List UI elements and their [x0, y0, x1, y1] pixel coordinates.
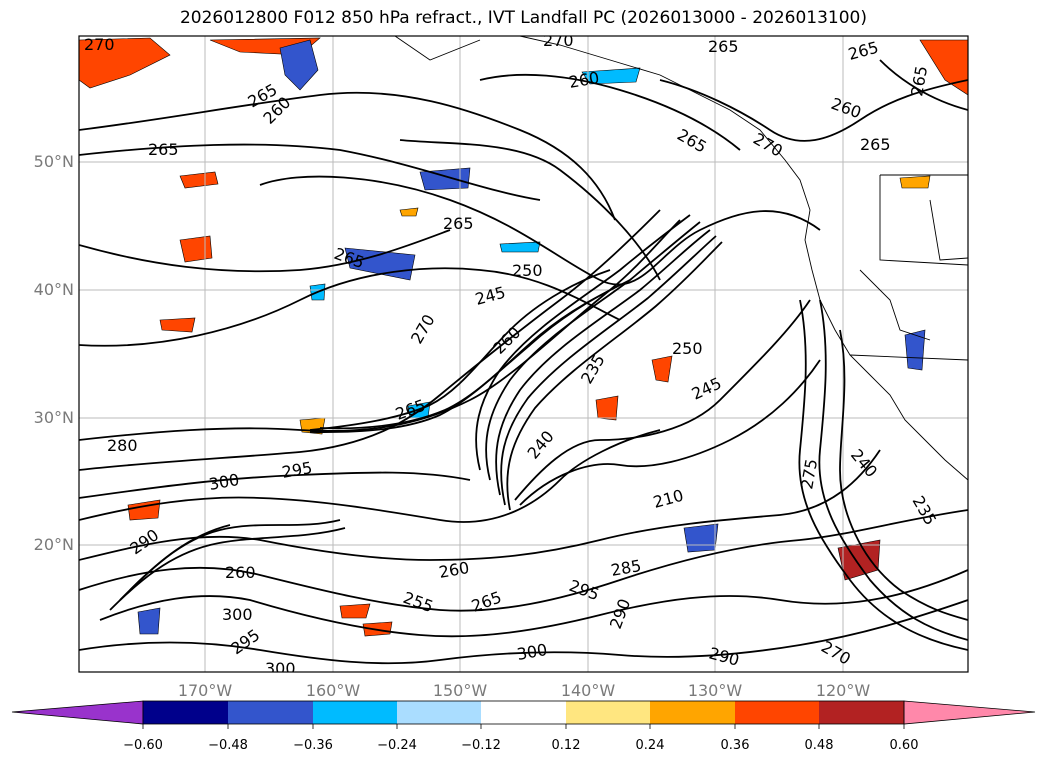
contour-label: 280 [107, 436, 138, 455]
anomaly-patch [683, 523, 719, 553]
lat-label: 30°N [33, 408, 74, 427]
contour-label: 270 [84, 35, 115, 54]
contour-label: 270 [543, 31, 574, 50]
colorbar-frame [142, 700, 905, 725]
colorbar-tick-label: 0.60 [889, 738, 919, 753]
map-title: 2026012800 F012 850 hPa refract., IVT La… [179, 8, 867, 28]
anomaly-patch [899, 175, 931, 189]
contour-label: 300 [265, 659, 296, 678]
positive-anomaly-patches [79, 37, 968, 637]
contour-label: 265 [148, 140, 179, 159]
colorbar-tick-label: −0.48 [208, 738, 248, 753]
anomaly-patch [499, 241, 541, 253]
colorbar-segment [735, 701, 819, 724]
coastlines [394, 36, 968, 481]
anomaly-patch [399, 207, 419, 217]
colorbar-segment [313, 701, 397, 724]
lat-label: 50°N [33, 152, 74, 171]
anomaly-patch [595, 395, 619, 421]
contour-label: 300 [222, 605, 253, 624]
anomaly-patch [919, 39, 968, 96]
anomaly-patch [79, 37, 171, 89]
colorbar-segment [397, 701, 481, 724]
colorbar-max-extension [903, 700, 1036, 725]
colorbar-segment [143, 701, 228, 724]
anomaly-patch [179, 235, 213, 263]
anomaly-patch [279, 39, 319, 91]
contour-label: 265 [708, 37, 739, 56]
refractivity-contours [79, 59, 968, 665]
lon-label: 160°W [305, 681, 361, 700]
colorbar-min-extension [11, 700, 144, 725]
lon-label: 130°W [687, 681, 743, 700]
lon-label: 150°W [432, 681, 488, 700]
colorbar-tick-label: 0.36 [720, 738, 750, 753]
anomaly-patch [581, 67, 641, 85]
anomaly-patch [904, 329, 926, 371]
colorbar-segment [650, 701, 735, 724]
colorbar-segment [566, 701, 650, 724]
lon-label: 120°W [815, 681, 871, 700]
lat-label: 20°N [33, 535, 74, 554]
map-frame [78, 35, 969, 673]
colorbar-tick-label: −0.24 [377, 738, 417, 753]
anomaly-patch [339, 603, 371, 619]
negative-anomaly-patches [137, 39, 926, 635]
map-background [79, 36, 968, 672]
contour-label: 265 [443, 214, 474, 233]
anomaly-patch [159, 317, 196, 333]
colorbar-tick-label: 0.48 [804, 738, 834, 753]
anomaly-patch [137, 607, 161, 635]
lat-label: 40°N [33, 280, 74, 299]
colorbar-tick-label: 0.12 [551, 738, 581, 753]
colorbar-tick-label: −0.12 [461, 738, 501, 753]
colorbar-segment [481, 701, 566, 724]
lon-label: 140°W [560, 681, 616, 700]
contour-label: 260 [225, 563, 256, 582]
contour-label: 265 [860, 135, 891, 154]
anomaly-patch [179, 171, 219, 189]
colorbar-tick-label: −0.36 [293, 738, 333, 753]
anomaly-patch [651, 355, 673, 383]
contour-label: 250 [672, 339, 703, 358]
lon-label: 170°W [177, 681, 233, 700]
colorbar-segment [819, 701, 904, 724]
colorbar [11, 700, 1036, 729]
colorbar-tick-label: 0.24 [635, 738, 665, 753]
contour-label: 250 [512, 261, 543, 280]
colorbar-tick-label: −0.60 [123, 738, 163, 753]
colorbar-segment [228, 701, 313, 724]
